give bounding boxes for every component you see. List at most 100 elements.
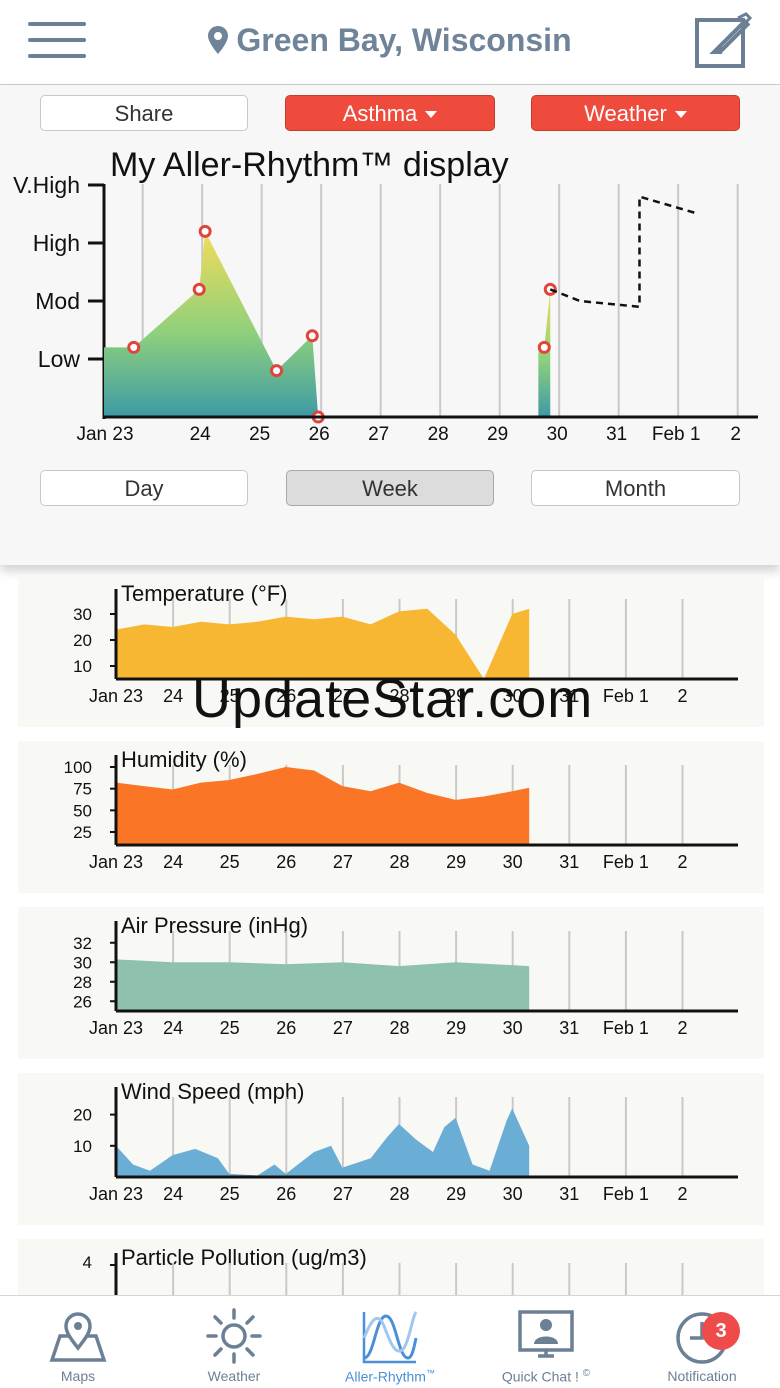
location-title[interactable]: Green Bay, Wisconsin bbox=[0, 22, 780, 59]
notification-badge[interactable]: 3 bbox=[702, 1312, 740, 1350]
tab-weather[interactable]: Weather bbox=[156, 1296, 312, 1388]
x-tick-label: 25 bbox=[220, 1184, 240, 1204]
month-tab[interactable]: Month bbox=[531, 470, 740, 506]
bottom-tab-bar: Maps Weather Aller-Rhythm™ bbox=[0, 1295, 780, 1388]
x-tick-label: 24 bbox=[163, 1018, 183, 1038]
severity-area bbox=[104, 231, 319, 417]
tab-quick-chat[interactable]: Quick Chat ! © bbox=[468, 1296, 624, 1388]
y-tick-label: High bbox=[33, 230, 80, 256]
edit-icon[interactable] bbox=[694, 12, 752, 68]
tab-label: Quick Chat ! © bbox=[468, 1368, 624, 1385]
x-tick-label: 2 bbox=[730, 424, 741, 445]
x-tick-label: Jan 23 bbox=[76, 424, 133, 445]
particle-chart: 4 bbox=[83, 1253, 684, 1295]
x-tick-label: 27 bbox=[368, 424, 389, 445]
y-tick-label: Low bbox=[38, 346, 81, 372]
data-area bbox=[116, 1108, 530, 1177]
x-tick-label: 2 bbox=[677, 686, 687, 706]
x-tick-label: 24 bbox=[190, 424, 212, 445]
temperature-card: Temperature (°F) 30 20 10 Jan 23 24 25 26 27 28 2… bbox=[18, 575, 764, 727]
x-tick-label: 31 bbox=[606, 424, 627, 445]
sun-icon bbox=[206, 1308, 262, 1364]
tab-label: Notification bbox=[667, 1368, 737, 1384]
humidity-chart: 100 75 50 25 Jan 23 24 25 26 27 28 29 30 31 Feb 1 2 bbox=[64, 755, 738, 872]
week-tab[interactable]: Week bbox=[286, 470, 494, 506]
x-tick-label: Feb 1 bbox=[603, 852, 649, 872]
data-point bbox=[198, 224, 212, 238]
x-tick-label: Feb 1 bbox=[603, 1184, 649, 1204]
menu-icon[interactable] bbox=[28, 22, 86, 58]
data-point bbox=[537, 340, 551, 354]
x-tick-label: 26 bbox=[276, 686, 296, 706]
x-tick-label: 30 bbox=[547, 424, 568, 445]
x-tick-label: Jan 23 bbox=[89, 1184, 143, 1204]
x-tick-label: 31 bbox=[559, 1018, 579, 1038]
x-tick-label: 27 bbox=[333, 1018, 353, 1038]
tab-aller-rhythm[interactable]: Aller-Rhythm™ bbox=[312, 1296, 468, 1388]
y-tick-label: 32 bbox=[73, 934, 92, 953]
x-tick-label: Feb 1 bbox=[603, 686, 649, 706]
x-tick-label: Feb 1 bbox=[603, 1018, 649, 1038]
watermark: UpdateStar.com bbox=[192, 669, 594, 729]
share-button[interactable]: Share bbox=[40, 95, 248, 131]
x-tick-label: Jan 23 bbox=[89, 686, 143, 706]
particle-card: Particle Pollution (ug/m3) 4 bbox=[18, 1239, 764, 1295]
tab-maps[interactable]: Maps bbox=[0, 1296, 156, 1388]
data-point bbox=[543, 282, 557, 296]
x-tick-label: 28 bbox=[428, 424, 449, 445]
data-point bbox=[192, 282, 206, 296]
x-tick-label: 30 bbox=[503, 1184, 523, 1204]
x-tick-label: 24 bbox=[163, 852, 183, 872]
y-tick-label: 30 bbox=[73, 953, 92, 972]
x-tick-label: 26 bbox=[276, 852, 296, 872]
caret-down-icon bbox=[425, 111, 438, 118]
x-tick-label: 29 bbox=[487, 424, 508, 445]
x-tick-label: 31 bbox=[559, 1184, 579, 1204]
y-tick-label: 4 bbox=[83, 1253, 92, 1272]
y-tick-label: 10 bbox=[73, 1137, 92, 1156]
x-tick-label: Jan 23 bbox=[89, 852, 143, 872]
asthma-label: Asthma bbox=[342, 101, 418, 126]
wind-card: Wind Speed (mph) 20 10 Jan 23 24 25 26 27 28 29 3… bbox=[18, 1073, 764, 1225]
top-bar: Green Bay, Wisconsin bbox=[0, 0, 780, 85]
y-tick-label: 28 bbox=[73, 973, 92, 992]
y-tick-label: Mod bbox=[35, 288, 80, 314]
x-tick-label: 29 bbox=[446, 1018, 466, 1038]
humidity-card: Humidity (%) 100 75 50 25 Jan 23 24 25 26 27 28 29… bbox=[18, 741, 764, 893]
tab-notification[interactable]: Notification bbox=[624, 1296, 780, 1388]
x-tick-label: 28 bbox=[389, 1018, 409, 1038]
tab-label-text: Aller-Rhythm bbox=[345, 1368, 426, 1385]
y-tick-label: V.High bbox=[13, 172, 80, 198]
data-area bbox=[116, 608, 530, 679]
chat-icon bbox=[518, 1310, 574, 1358]
x-tick-label: 27 bbox=[333, 1184, 353, 1204]
location-pin-icon bbox=[208, 26, 229, 54]
pressure-title: Air Pressure (inHg) bbox=[121, 913, 309, 938]
y-tick-label: 75 bbox=[73, 780, 92, 799]
aller-rhythm-chart[interactable]: V.High High Mod Low Jan 23 24 25 26 27 28 29 30 31 Fe… bbox=[0, 170, 780, 460]
weather-dropdown[interactable]: Weather bbox=[531, 95, 740, 131]
tab-label-text: Quick Chat ! bbox=[501, 1368, 579, 1385]
day-tab[interactable]: Day bbox=[40, 470, 248, 506]
y-tick-label: 26 bbox=[73, 992, 92, 1011]
x-tick-label: 26 bbox=[276, 1018, 296, 1038]
data-point bbox=[305, 329, 319, 343]
x-tick-label: 26 bbox=[309, 424, 330, 445]
caret-down-icon bbox=[674, 111, 687, 118]
y-tick-label: 100 bbox=[64, 758, 92, 777]
forecast-line bbox=[549, 194, 700, 309]
data-area bbox=[116, 767, 530, 845]
data-point bbox=[127, 340, 141, 354]
chart-title: My Aller-Rhythm™ display bbox=[110, 146, 509, 184]
x-tick-label: 29 bbox=[446, 852, 466, 872]
map-icon bbox=[49, 1312, 107, 1362]
y-tick-label: 20 bbox=[73, 1106, 92, 1125]
x-tick-label: 30 bbox=[503, 686, 523, 706]
tab-label: Weather bbox=[207, 1368, 261, 1384]
data-area bbox=[116, 959, 530, 1011]
weather-label: Weather bbox=[584, 101, 667, 126]
asthma-dropdown[interactable]: Asthma bbox=[285, 95, 495, 131]
x-tick-label: Feb 1 bbox=[652, 424, 701, 445]
pressure-card: Air Pressure (inHg) 32 30 28 26 Jan 23 24 25 26… bbox=[18, 907, 764, 1059]
x-tick-label: 29 bbox=[446, 686, 466, 706]
